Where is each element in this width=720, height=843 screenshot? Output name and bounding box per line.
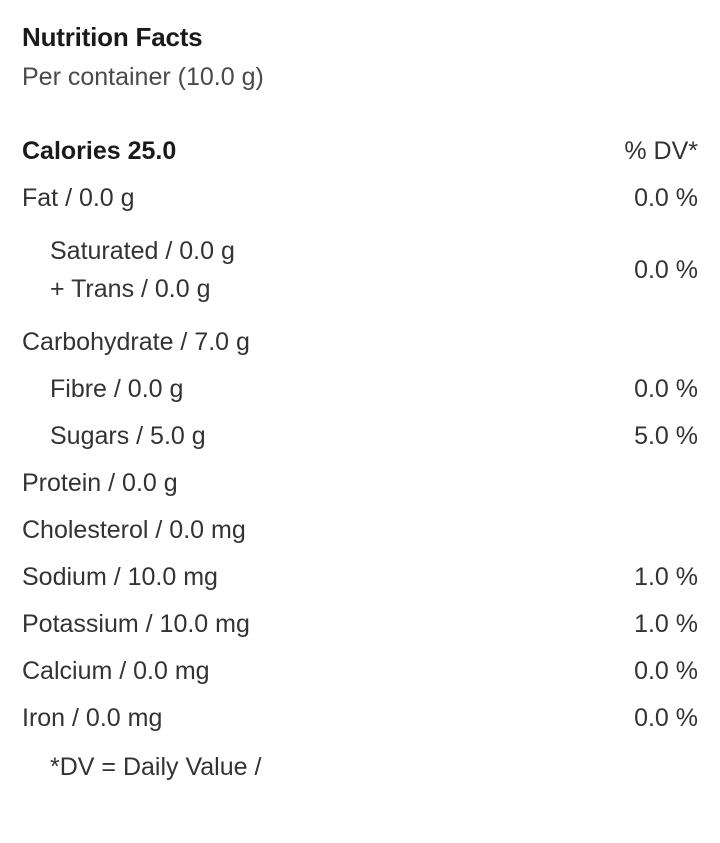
potassium-dv: 1.0 %	[622, 612, 698, 637]
sugars-row: Sugars / 5.0 g 5.0 %	[22, 413, 698, 460]
calcium-dv: 0.0 %	[622, 659, 698, 684]
fat-dv: 0.0 %	[622, 186, 698, 211]
dv-footnote: *DV = Daily Value /	[22, 742, 698, 782]
iron-label: Iron / 0.0 mg	[22, 706, 162, 731]
sodium-dv: 1.0 %	[622, 565, 698, 590]
calories-label: Calories 25.0	[22, 139, 176, 164]
saturated-trans-dv: 0.0 %	[622, 258, 698, 283]
calcium-row: Calcium / 0.0 mg 0.0 %	[22, 648, 698, 695]
fibre-dv: 0.0 %	[622, 377, 698, 402]
fat-row: Fat / 0.0 g 0.0 %	[22, 175, 698, 222]
carbohydrate-label: Carbohydrate / 7.0 g	[22, 330, 250, 355]
saturated-trans-label: Saturated / 0.0 g + Trans / 0.0 g	[22, 233, 235, 308]
iron-dv: 0.0 %	[622, 706, 698, 731]
nutrition-facts-panel: Nutrition Facts Per container (10.0 g) C…	[0, 0, 720, 804]
cholesterol-row: Cholesterol / 0.0 mg	[22, 507, 698, 554]
trans-line: + Trans / 0.0 g	[50, 275, 211, 303]
protein-row: Protein / 0.0 g	[22, 460, 698, 507]
serving-size: Per container (10.0 g)	[22, 63, 698, 92]
iron-row: Iron / 0.0 mg 0.0 %	[22, 695, 698, 742]
fat-label: Fat / 0.0 g	[22, 186, 135, 211]
saturated-line: Saturated / 0.0 g	[50, 237, 235, 265]
calories-row: Calories 25.0 % DV*	[22, 128, 698, 175]
sugars-dv: 5.0 %	[622, 424, 698, 449]
potassium-label: Potassium / 10.0 mg	[22, 612, 250, 637]
cholesterol-label: Cholesterol / 0.0 mg	[22, 518, 246, 543]
calcium-label: Calcium / 0.0 mg	[22, 659, 210, 684]
panel-title: Nutrition Facts	[22, 22, 698, 53]
protein-label: Protein / 0.0 g	[22, 471, 178, 496]
sodium-row: Sodium / 10.0 mg 1.0 %	[22, 554, 698, 601]
sugars-label: Sugars / 5.0 g	[22, 424, 206, 449]
potassium-row: Potassium / 10.0 mg 1.0 %	[22, 601, 698, 648]
fibre-label: Fibre / 0.0 g	[22, 377, 183, 402]
carbohydrate-row: Carbohydrate / 7.0 g	[22, 319, 698, 366]
sodium-label: Sodium / 10.0 mg	[22, 565, 218, 590]
dv-header: % DV*	[612, 139, 698, 164]
saturated-trans-row: Saturated / 0.0 g + Trans / 0.0 g 0.0 %	[22, 222, 698, 319]
fibre-row: Fibre / 0.0 g 0.0 %	[22, 366, 698, 413]
